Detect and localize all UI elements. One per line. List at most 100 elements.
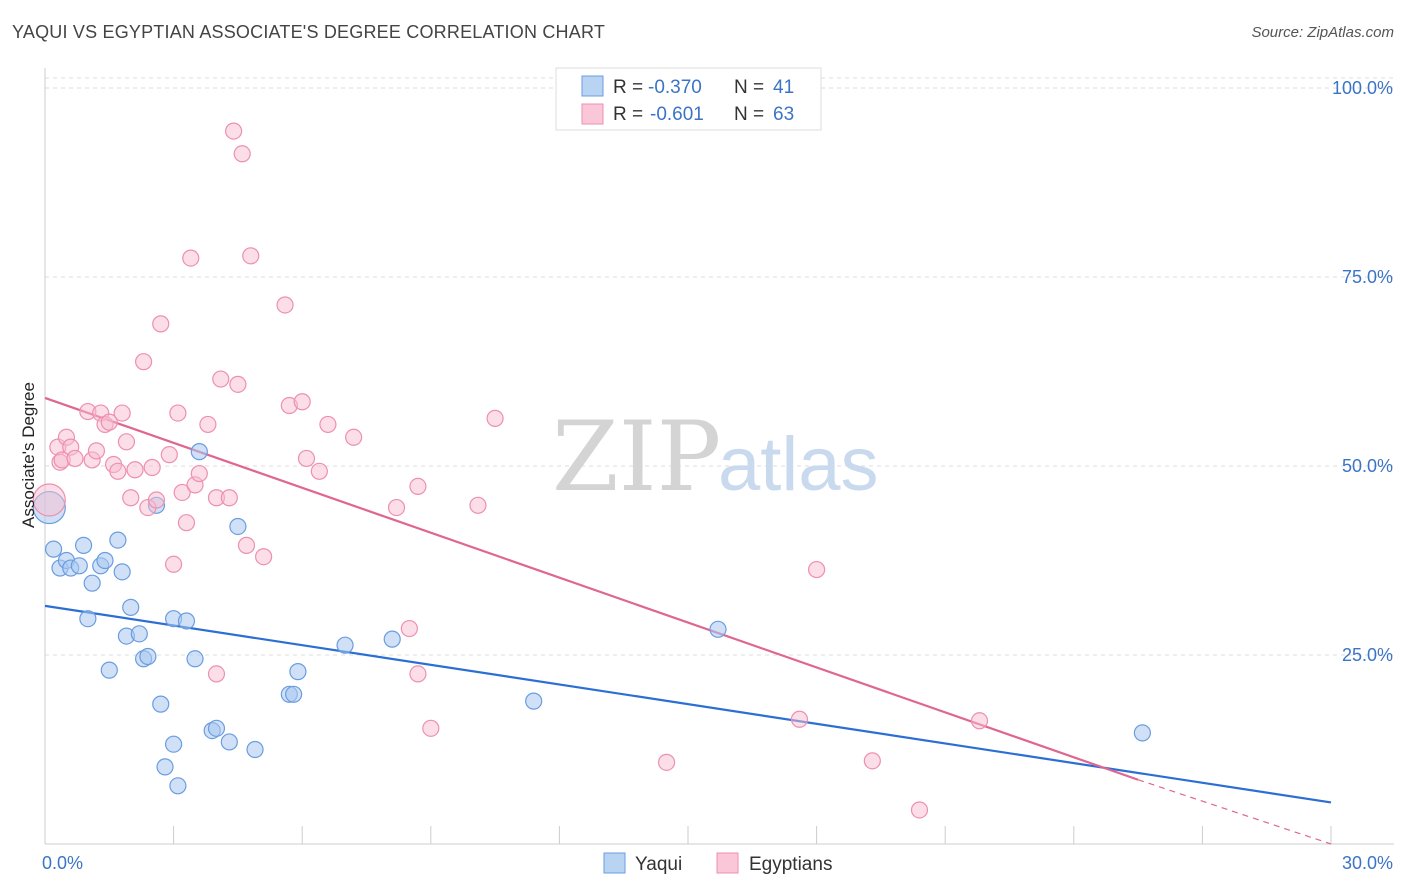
egyptian-point <box>237 536 256 554</box>
legend-r-label-1: R = <box>613 77 643 98</box>
egyptian-point <box>345 428 363 446</box>
egyptian-trendline-extension <box>1137 779 1332 845</box>
yaqui-point <box>74 536 93 554</box>
yaqui-point <box>130 625 148 643</box>
egyptian-point <box>233 145 251 163</box>
egyptian-point <box>310 462 328 480</box>
yaqui-point <box>79 610 97 628</box>
egyptian-point <box>387 498 406 517</box>
yaqui-point <box>229 517 247 536</box>
bottom-legend-yaqui: Yaqui <box>635 854 682 875</box>
legend-n-value-1: 41 <box>773 77 794 98</box>
egyptian-point <box>190 464 208 483</box>
y-tick-labels: 25.0% 50.0% 75.0% 100.0% <box>1332 78 1393 665</box>
data-points <box>32 122 1151 819</box>
bottom-legend-swatch-yaqui <box>603 852 626 874</box>
yaqui-point <box>190 443 208 461</box>
legend-bottom: Yaqui Egyptians <box>603 852 832 875</box>
egyptian-point <box>229 375 247 393</box>
egyptian-point <box>207 665 226 683</box>
egyptian-point <box>469 496 487 514</box>
yaqui-point <box>289 663 307 681</box>
egyptian-point <box>863 752 881 770</box>
egyptian-point <box>807 560 826 579</box>
egyptian-point <box>212 370 230 388</box>
egyptian-point <box>113 404 131 422</box>
egyptian-point <box>199 415 217 434</box>
trendlines <box>44 396 1332 845</box>
egyptian-point <box>400 619 418 638</box>
watermark-zip: ZIP <box>552 401 721 513</box>
yaqui-point <box>1133 724 1151 742</box>
egyptian-point <box>422 719 440 737</box>
legend-r-value-1: -0.370 <box>648 77 702 98</box>
egyptian-point <box>297 449 316 468</box>
egyptian-point <box>143 458 161 477</box>
egyptian-point <box>910 801 929 819</box>
yaqui-point <box>709 620 727 638</box>
x-tick-min: 0.0% <box>42 853 83 873</box>
legend-r-label-2: R = <box>613 104 643 125</box>
legend-swatch-egyptians <box>581 103 604 125</box>
watermark-atlas: atlas <box>718 422 879 507</box>
egyptian-point <box>173 483 191 502</box>
egyptian-point <box>117 433 136 451</box>
egyptian-point <box>165 555 183 573</box>
yaqui-point <box>122 598 140 616</box>
legend-r-value-2: -0.601 <box>650 104 704 125</box>
yaqui-point <box>70 557 88 575</box>
egyptian-point <box>657 753 676 771</box>
egyptian-point <box>319 415 337 434</box>
egyptian-point <box>293 393 311 411</box>
yaqui-point <box>525 692 543 710</box>
y-tick-label: 25.0% <box>1342 645 1393 665</box>
egyptian-point <box>109 462 127 480</box>
y-tick-label: 50.0% <box>1342 456 1393 476</box>
yaqui-point <box>83 574 101 592</box>
legend-n-value-2: 63 <box>773 104 794 125</box>
legend-swatch-yaqui <box>581 75 604 97</box>
egyptian-point <box>225 122 243 140</box>
y-axis-title: Associate's Degree <box>19 382 38 528</box>
yaqui-point <box>383 630 401 648</box>
yaqui-point <box>165 735 183 753</box>
bottom-legend-swatch-egyptians <box>716 852 739 874</box>
egyptian-point <box>790 710 809 728</box>
egyptian-point <box>177 514 196 532</box>
egyptian-point <box>220 489 238 507</box>
yaqui-point <box>152 695 170 713</box>
yaqui-point <box>100 661 118 679</box>
chart-title: YAQUI VS EGYPTIAN ASSOCIATE'S DEGREE COR… <box>12 22 606 42</box>
yaqui-point <box>96 551 114 570</box>
egyptian-point <box>970 712 989 730</box>
yaqui-point <box>220 733 238 751</box>
yaqui-point <box>285 685 303 703</box>
egyptian-point <box>409 665 427 683</box>
y-tick-label: 75.0% <box>1342 267 1393 287</box>
egyptian-point <box>147 491 166 509</box>
egyptian-point <box>134 353 153 371</box>
egyptian-point <box>276 296 294 314</box>
egyptian-point <box>152 315 170 333</box>
egyptian-point <box>169 404 187 422</box>
yaqui-point <box>186 650 204 668</box>
grid <box>45 77 1394 656</box>
axes <box>44 68 1394 845</box>
legend-n-label-2: N = <box>734 104 764 125</box>
egyptian-point <box>87 442 106 460</box>
egyptian-point <box>66 449 84 468</box>
egyptian-point <box>409 477 427 496</box>
egyptian-point <box>100 413 118 431</box>
yaqui-trendline <box>44 604 1332 804</box>
source-label: Source: ZipAtlas.com <box>1251 24 1394 41</box>
yaqui-point <box>169 777 187 795</box>
yaqui-point <box>44 540 63 558</box>
yaqui-point <box>177 612 196 630</box>
x-tick-max: 30.0% <box>1342 853 1393 873</box>
yaqui-point <box>156 758 174 776</box>
egyptian-point <box>182 249 200 267</box>
egyptian-point <box>126 461 144 479</box>
yaqui-point <box>246 740 264 759</box>
yaqui-point <box>113 563 131 581</box>
